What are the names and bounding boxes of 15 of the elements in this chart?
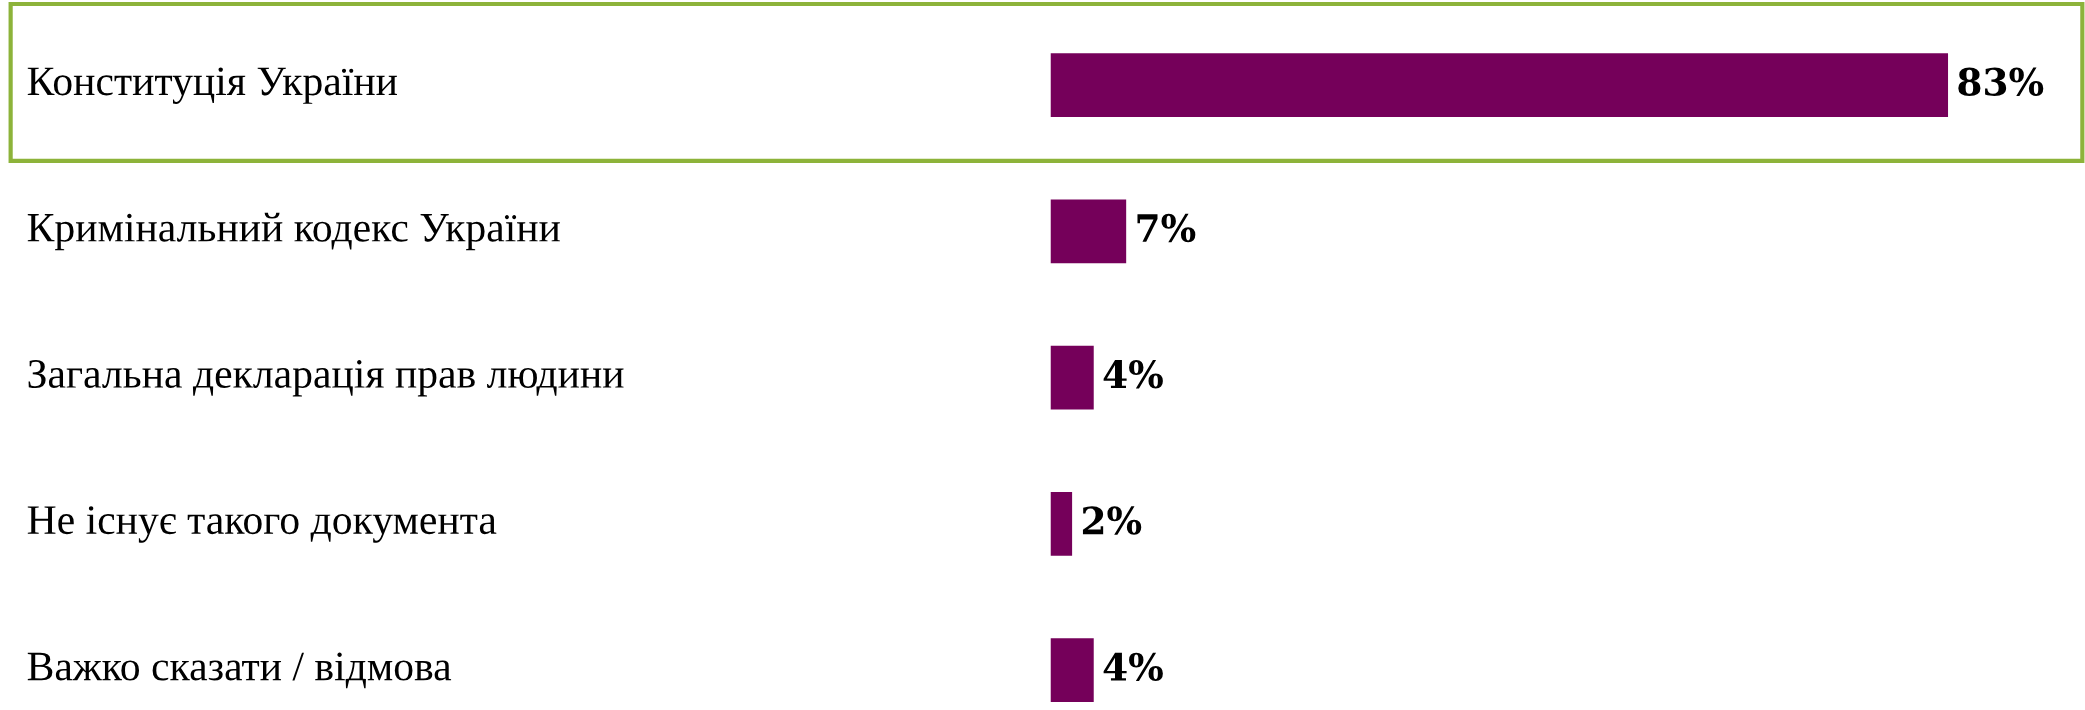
y-tick-label: Важко сказати / відмова: [27, 652, 452, 689]
data-label: 83%: [1958, 67, 2044, 96]
y-tick-label: Кримінальний кодекс України: [27, 212, 560, 251]
bar: [1050, 491, 1073, 556]
y-tick-label: Загальна декларація прав людини: [28, 360, 624, 397]
data-label: 7%: [1137, 213, 1196, 243]
data-label: 4%: [1103, 360, 1163, 389]
y-tick-label: Не існує такого документа: [27, 506, 497, 543]
y-tick-label: Конституція України: [27, 67, 397, 104]
bar: [1050, 53, 1949, 117]
data-label: 4%: [1103, 652, 1163, 681]
bar: [1050, 345, 1094, 410]
data-label: 2%: [1082, 506, 1142, 535]
bar: [1050, 638, 1094, 703]
bar: [1050, 199, 1127, 264]
